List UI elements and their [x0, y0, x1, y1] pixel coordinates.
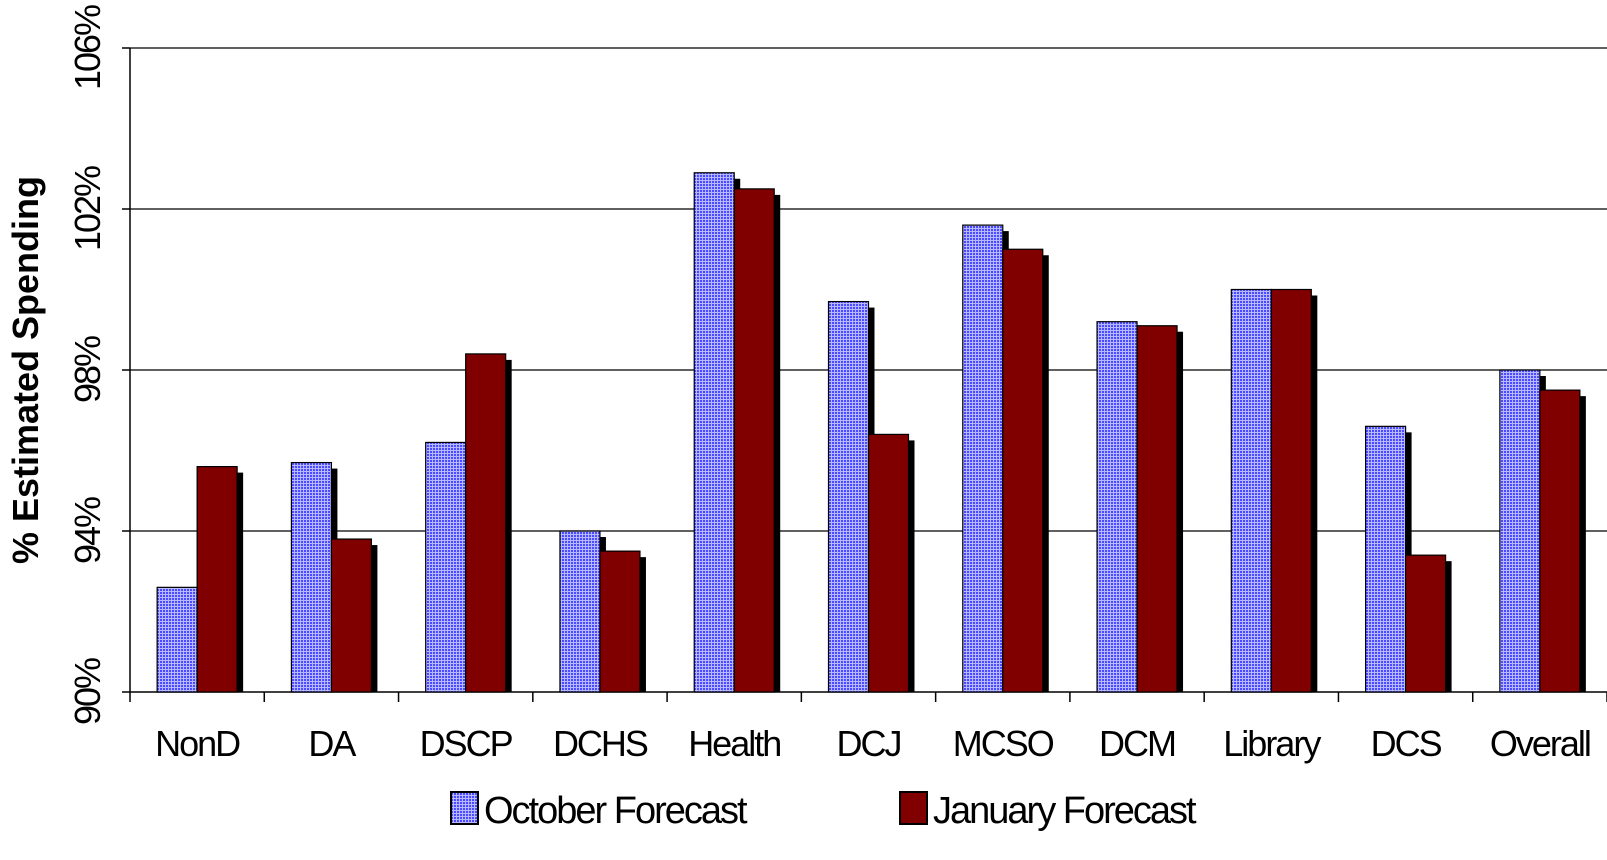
- bar-january-da: [330, 538, 373, 693]
- legend-label-january: January Forecast: [933, 790, 1197, 832]
- bar-october-dcs: [1364, 425, 1407, 693]
- legend-swatch-january: [899, 791, 928, 825]
- x-tick-label: DCS: [1371, 723, 1442, 764]
- bar-october-dscp: [425, 441, 467, 693]
- x-tick-label: Health: [688, 723, 780, 764]
- bar-october-health: [693, 172, 735, 693]
- bar-january-dscp: [465, 353, 507, 693]
- x-tick-labels: NonD DA DSCP DCHS Health DCJ MCSO DCM Library DCS…: [155, 723, 1592, 764]
- y-tick-label: 106%: [67, 5, 108, 90]
- y-tick-label: 94%: [67, 497, 108, 564]
- bar-october-nond: [156, 586, 198, 693]
- bar-january-overall: [1539, 389, 1581, 693]
- x-tick-label: DCHS: [553, 723, 648, 764]
- bar-january-dcm: [1136, 325, 1178, 693]
- y-tick-label: 98%: [67, 336, 108, 403]
- x-tick-label: DA: [308, 723, 356, 764]
- x-tick-label: DCJ: [837, 723, 901, 764]
- bar-october-dcj: [827, 300, 870, 693]
- x-tick-label: NonD: [155, 723, 240, 764]
- legend-swatch-october: [450, 791, 479, 825]
- bar-january-mcso: [1002, 248, 1044, 693]
- x-tick-label: DCM: [1099, 723, 1175, 764]
- x-tick-label: Overall: [1490, 723, 1590, 764]
- x-tick-label: Library: [1223, 723, 1321, 764]
- bar-january-dcs: [1404, 554, 1447, 693]
- legend: October Forecast January Forecast: [450, 790, 1199, 832]
- x-tick-label: DSCP: [420, 723, 513, 764]
- x-tick-label: MCSO: [953, 723, 1054, 764]
- bar-january-nond: [196, 466, 238, 693]
- y-axis-label: % Estimated Spending: [5, 176, 46, 564]
- bar-october-mcso: [962, 224, 1004, 693]
- y-tick-label: 90%: [67, 658, 108, 725]
- bars: [156, 172, 1586, 693]
- y-tick-label: 102%: [67, 166, 108, 251]
- y-tick-labels: 90% 94% 98% 102% 106%: [67, 5, 108, 725]
- bar-january-library: [1270, 288, 1312, 693]
- legend-label-october: October Forecast: [484, 790, 748, 832]
- bar-january-health: [733, 188, 775, 693]
- bar-october-dcm: [1096, 321, 1138, 693]
- bar-october-dchs: [559, 530, 601, 693]
- bar-january-dcj: [867, 433, 910, 693]
- bar-january-dchs: [599, 550, 641, 693]
- bar-october-library: [1230, 288, 1272, 693]
- bar-october-overall: [1499, 369, 1541, 693]
- bar-october-da: [290, 461, 333, 693]
